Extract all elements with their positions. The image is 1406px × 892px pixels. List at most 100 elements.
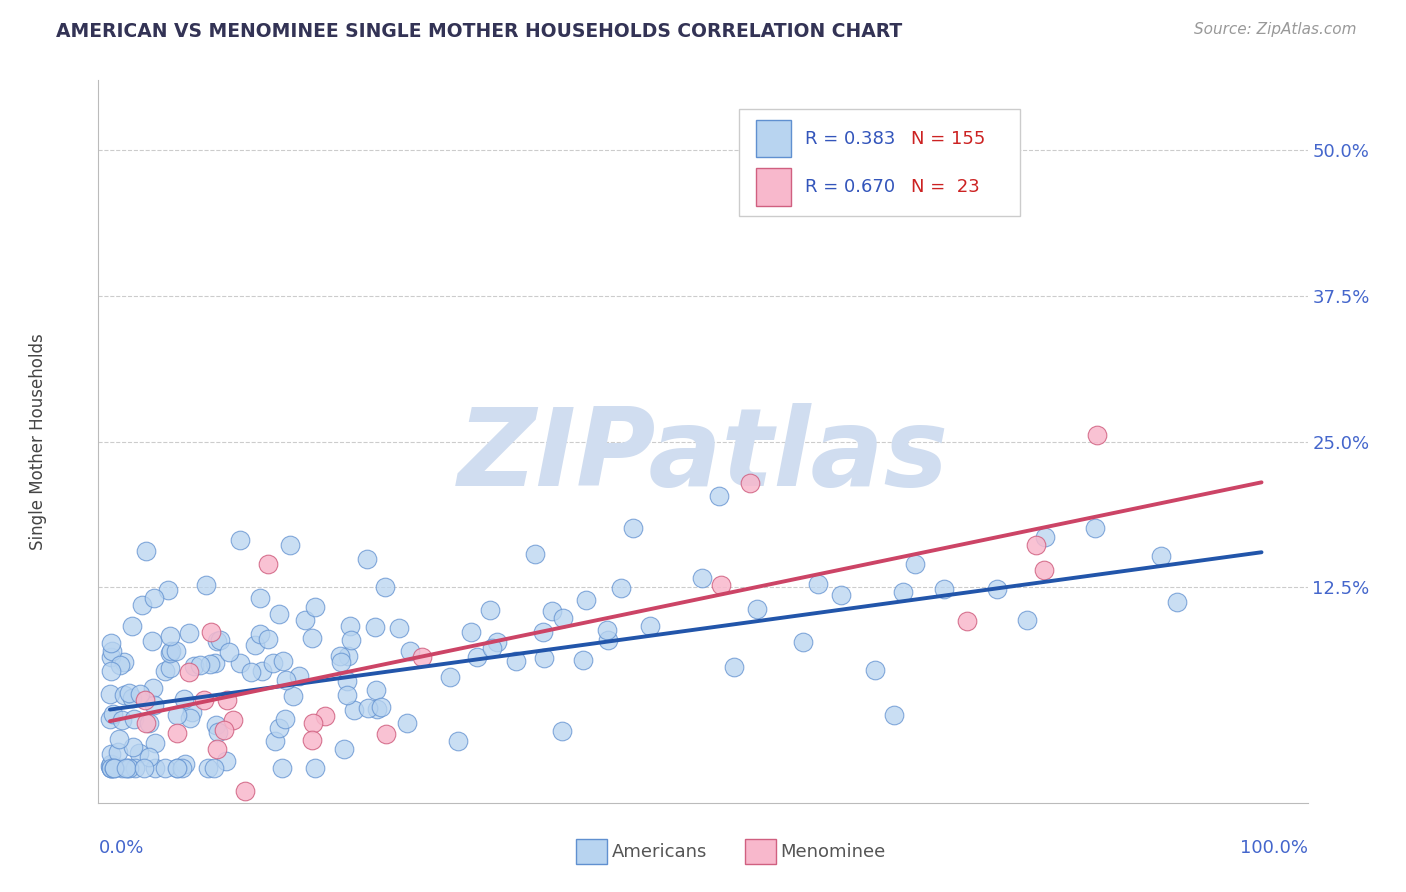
Point [204,657,226,671]
Point [124,712,146,726]
Point [103,761,125,775]
Point [193,693,215,707]
Point [330,655,353,669]
Point [100,758,122,772]
Point [159,628,181,642]
Point [177,665,200,680]
Point [243,639,266,653]
Point [531,624,554,639]
Point [575,593,598,607]
Point [118,761,141,775]
Point [395,716,418,731]
Point [932,582,955,596]
Point [112,655,135,669]
Point [465,650,488,665]
Point [100,649,122,664]
Point [112,688,135,702]
Point [100,636,122,650]
Point [205,718,228,732]
Point [114,761,136,775]
Point [399,644,422,658]
Point [596,624,619,638]
Point [141,634,163,648]
Point [103,706,125,721]
Point [142,681,165,696]
Point [1166,595,1188,609]
Point [205,742,228,756]
Point [1033,563,1056,577]
Point [883,708,905,723]
Point [179,625,201,640]
Point [274,712,297,726]
Point [439,670,461,684]
Point [233,784,256,798]
Point [170,761,193,775]
Point [411,649,433,664]
Point [256,557,278,571]
Point [364,620,387,634]
Point [98,712,121,726]
Point [274,673,297,687]
Point [180,705,202,719]
Point [159,661,181,675]
Point [195,577,218,591]
Point [891,585,914,599]
Point [121,690,143,705]
Point [505,654,527,668]
Point [117,686,139,700]
Point [366,683,388,698]
Point [100,644,122,658]
Text: R = 0.670: R = 0.670 [806,178,896,195]
Point [329,649,352,664]
Point [103,761,125,775]
Text: AMERICAN VS MENOMINEE SINGLE MOTHER HOUSEHOLDS CORRELATION CHART: AMERICAN VS MENOMINEE SINGLE MOTHER HOUS… [56,22,903,41]
Point [336,648,359,663]
Point [153,761,176,775]
Point [740,475,762,490]
Point [134,692,156,706]
Point [709,489,731,503]
Point [339,619,361,633]
Point [314,709,336,723]
Point [208,632,231,647]
Point [366,701,388,715]
Point [215,754,238,768]
Point [100,664,122,678]
Point [336,674,359,689]
Point [115,761,138,775]
Text: ZIPatlas: ZIPatlas [457,403,949,509]
Point [283,689,305,703]
Text: Americans: Americans [612,843,707,861]
Text: Menominee: Menominee [780,843,886,861]
Point [188,658,211,673]
Point [723,659,745,673]
Point [262,656,284,670]
Point [1084,521,1107,535]
Point [745,602,768,616]
Point [200,625,222,640]
Point [166,761,188,775]
Point [533,651,555,665]
Point [374,726,396,740]
Point [447,734,470,748]
Point [218,645,240,659]
Text: 100.0%: 100.0% [1240,839,1308,857]
Point [143,698,166,713]
Point [138,716,160,731]
Point [100,761,122,775]
Point [332,742,354,756]
Point [166,761,188,775]
Point [229,656,252,670]
Point [598,632,620,647]
Point [956,614,979,628]
Point [111,761,134,775]
Point [135,715,157,730]
Point [553,611,575,625]
Point [173,756,195,771]
Point [523,547,546,561]
Point [986,582,1008,596]
Point [198,657,221,672]
Point [156,582,179,597]
Point [269,721,291,735]
Point [207,724,229,739]
